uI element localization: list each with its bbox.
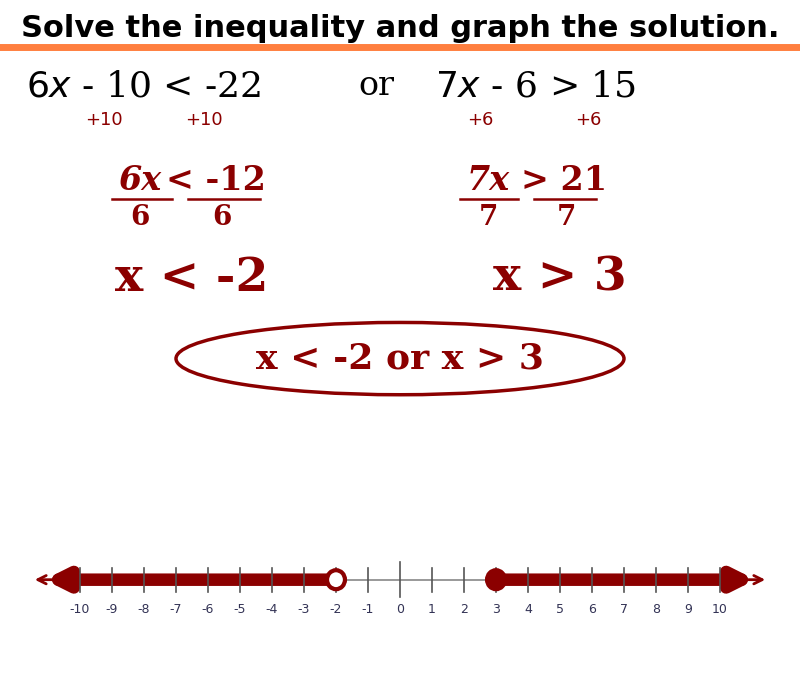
Text: 2: 2 (460, 603, 468, 616)
Text: -2: -2 (330, 603, 342, 616)
Text: -4: -4 (266, 603, 278, 616)
Text: +10: +10 (85, 111, 123, 129)
Text: 6: 6 (130, 205, 150, 231)
Text: 10: 10 (712, 603, 728, 616)
Text: $6x$ - 10 < -22: $6x$ - 10 < -22 (26, 69, 262, 103)
Text: -10: -10 (70, 603, 90, 616)
Text: x < -2 or x > 3: x < -2 or x > 3 (256, 342, 544, 376)
Text: 4: 4 (524, 603, 532, 616)
Text: -9: -9 (106, 603, 118, 616)
Text: 7: 7 (620, 603, 628, 616)
Text: +6: +6 (575, 111, 601, 129)
Text: 5: 5 (556, 603, 564, 616)
Text: 3: 3 (492, 603, 500, 616)
Text: x < -2: x < -2 (115, 255, 269, 301)
Text: 7x: 7x (466, 164, 510, 197)
Text: > 21: > 21 (521, 164, 607, 197)
Text: 9: 9 (684, 603, 692, 616)
Circle shape (487, 570, 505, 589)
Text: 8: 8 (652, 603, 660, 616)
Text: $7x$ - 6 > 15: $7x$ - 6 > 15 (435, 69, 637, 103)
Text: 7: 7 (478, 205, 498, 231)
Text: < -12: < -12 (166, 164, 266, 197)
Text: +6: +6 (467, 111, 493, 129)
Text: 0: 0 (396, 603, 404, 616)
Text: 6: 6 (588, 603, 596, 616)
Text: -8: -8 (138, 603, 150, 616)
Text: 7: 7 (557, 205, 576, 231)
Text: 1: 1 (428, 603, 436, 616)
Text: -1: -1 (362, 603, 374, 616)
Text: +10: +10 (185, 111, 223, 129)
Text: -6: -6 (202, 603, 214, 616)
Text: Solve the inequality and graph the solution.: Solve the inequality and graph the solut… (21, 14, 779, 43)
Circle shape (327, 570, 345, 589)
Text: or: or (358, 71, 394, 102)
Text: 6: 6 (213, 205, 232, 231)
Text: -5: -5 (234, 603, 246, 616)
Text: -7: -7 (170, 603, 182, 616)
Text: x > 3: x > 3 (493, 255, 627, 301)
Text: -3: -3 (298, 603, 310, 616)
Text: 6x: 6x (118, 164, 162, 197)
